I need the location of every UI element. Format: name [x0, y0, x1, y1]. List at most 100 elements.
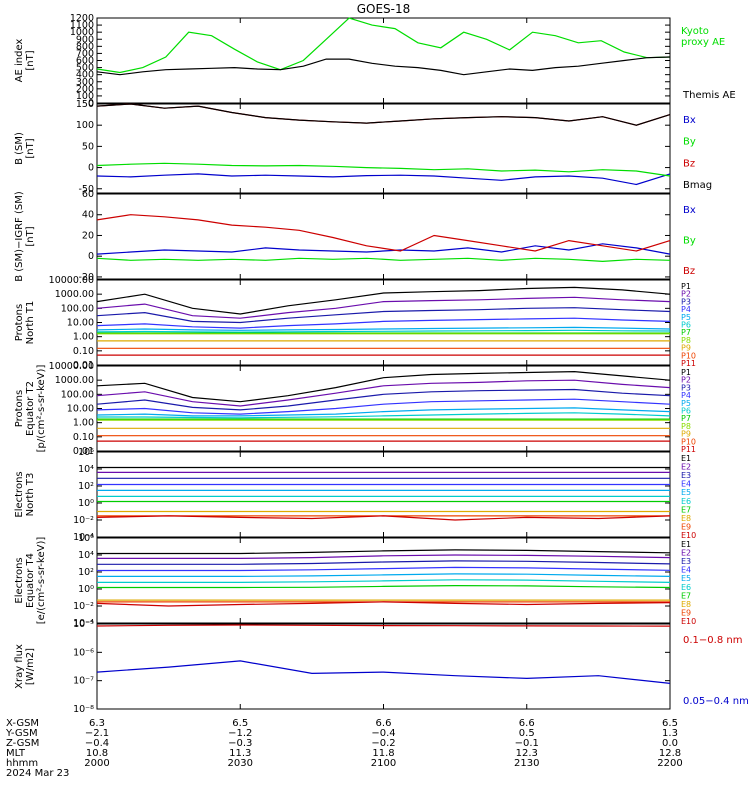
y-axis-label: Protons [14, 390, 25, 427]
footer-value: −0.3 [228, 738, 252, 749]
footer-value: −0.1 [515, 738, 539, 749]
legend-label: P6 [681, 407, 691, 416]
y-tick-label: 10² [78, 567, 94, 578]
series-line [96, 660, 671, 684]
footer-row-label: MLT [6, 748, 26, 759]
y-tick-label: 100.00 [61, 303, 94, 314]
y-tick-label: 300 [76, 77, 94, 88]
footer-value: 2130 [514, 758, 539, 769]
series-line [96, 103, 671, 126]
y-axis-label: B (SM)−IGRF (SM) [14, 191, 25, 282]
y-axis-label: Xray flux [14, 644, 25, 689]
y-tick-label: 1000 [70, 27, 94, 38]
y-tick-label: 0 [88, 98, 94, 109]
y-tick-label: 1.00 [73, 332, 94, 343]
y-tick-label: 100 [76, 120, 94, 131]
series-line [96, 286, 671, 315]
y-tick-label: 800 [76, 41, 94, 52]
y-axis-label: North T1 [25, 301, 36, 345]
legend-label: proxy AE [681, 37, 725, 48]
y-axis-label: Equator T2 [25, 381, 36, 436]
series-line [96, 257, 671, 263]
footer-value: 6.5 [232, 718, 248, 729]
legend-label: By [683, 137, 696, 148]
footer-value: 2200 [657, 758, 682, 769]
legend-label: E4 [681, 566, 691, 575]
footer-value: 10.8 [86, 748, 108, 759]
series-line [96, 624, 671, 627]
legend-label: 0.1−0.8 nm [683, 635, 742, 646]
series-line [97, 554, 671, 560]
series-line [96, 296, 671, 319]
series-line [96, 317, 671, 329]
y-axis-label: AE index [14, 39, 25, 83]
y-axis-label: North T3 [25, 473, 36, 517]
footer-date: 2024 Mar 23 [6, 768, 69, 779]
y-axis-label: [nT] [25, 50, 36, 70]
y-tick-label: 10⁻⁶ [73, 647, 94, 658]
footer-value: 11.8 [372, 748, 394, 759]
legend-label: E5 [681, 488, 691, 497]
y-tick-label: 900 [76, 34, 94, 45]
y-tick-label: 0.10 [73, 346, 94, 357]
legend-label: E5 [681, 574, 691, 583]
legend-label: P9 [681, 430, 691, 439]
y-tick-label: 150 [76, 99, 94, 110]
series-line [96, 379, 671, 407]
y-axis-label: [W/m2] [25, 648, 36, 685]
legend-label: By [683, 236, 696, 247]
y-tick-label: 10⁶ [78, 533, 94, 544]
panel-frame [96, 451, 671, 538]
y-tick-label: 10⁶ [78, 447, 94, 458]
y-tick-label: 0 [88, 251, 94, 262]
legend-label: E2 [681, 463, 691, 472]
y-tick-label: 10⁴ [78, 464, 94, 475]
legend-label: P4 [681, 391, 691, 400]
y-tick-label: 10⁻⁴ [73, 618, 94, 629]
y-tick-label: 10⁴ [78, 550, 94, 561]
legend-label: Themis AE [682, 90, 736, 101]
y-tick-label: 400 [76, 70, 94, 81]
footer-value: 6.3 [89, 718, 105, 729]
legend-label: E7 [681, 591, 691, 600]
y-axis-label: Electrons [14, 557, 25, 603]
y-tick-label: 10⁻² [73, 515, 94, 526]
legend-label: Bmag [683, 180, 712, 191]
y-tick-label: 10⁻² [73, 601, 94, 612]
legend-label: Kyoto [681, 26, 709, 37]
series-line [96, 407, 671, 417]
footer-value: 2100 [371, 758, 396, 769]
y-tick-label: 1200 [70, 13, 94, 24]
y-tick-label: 600 [76, 56, 94, 67]
legend-label: E10 [681, 617, 696, 626]
legend-label: P11 [681, 359, 696, 368]
y-tick-label: 1000.00 [55, 289, 94, 300]
legend-label: E4 [681, 480, 691, 489]
series-line [96, 17, 671, 74]
series-line [96, 329, 671, 333]
legend-label: P10 [681, 437, 696, 446]
y-axis-label: [p/(cm²-s-sr-keV)] [36, 365, 47, 453]
y-tick-label: 1000.00 [55, 375, 94, 386]
y-tick-label: 40 [82, 210, 94, 221]
panel-frame [96, 17, 671, 104]
y-tick-label: 10⁻⁵ [73, 619, 94, 630]
series-line [96, 162, 671, 177]
footer-value: 0.0 [662, 738, 678, 749]
legend-label: P7 [681, 414, 691, 423]
series-line [97, 566, 671, 572]
legend-label: 0.05−0.4 nm [683, 696, 749, 707]
series-line [97, 549, 671, 555]
legend-label: P5 [681, 313, 691, 322]
series-line [97, 412, 671, 419]
legend-label: Bx [683, 115, 696, 126]
legend-label: E1 [681, 454, 691, 463]
y-tick-label: 500 [76, 63, 94, 74]
legend-label: P2 [681, 290, 691, 299]
footer-value: 6.5 [662, 718, 678, 729]
y-axis-label: B (SM) [14, 132, 25, 165]
legend-label: P1 [681, 368, 691, 377]
panel-frame [96, 193, 671, 280]
footer-row-label: X-GSM [6, 718, 39, 729]
footer-value: 2000 [84, 758, 109, 769]
